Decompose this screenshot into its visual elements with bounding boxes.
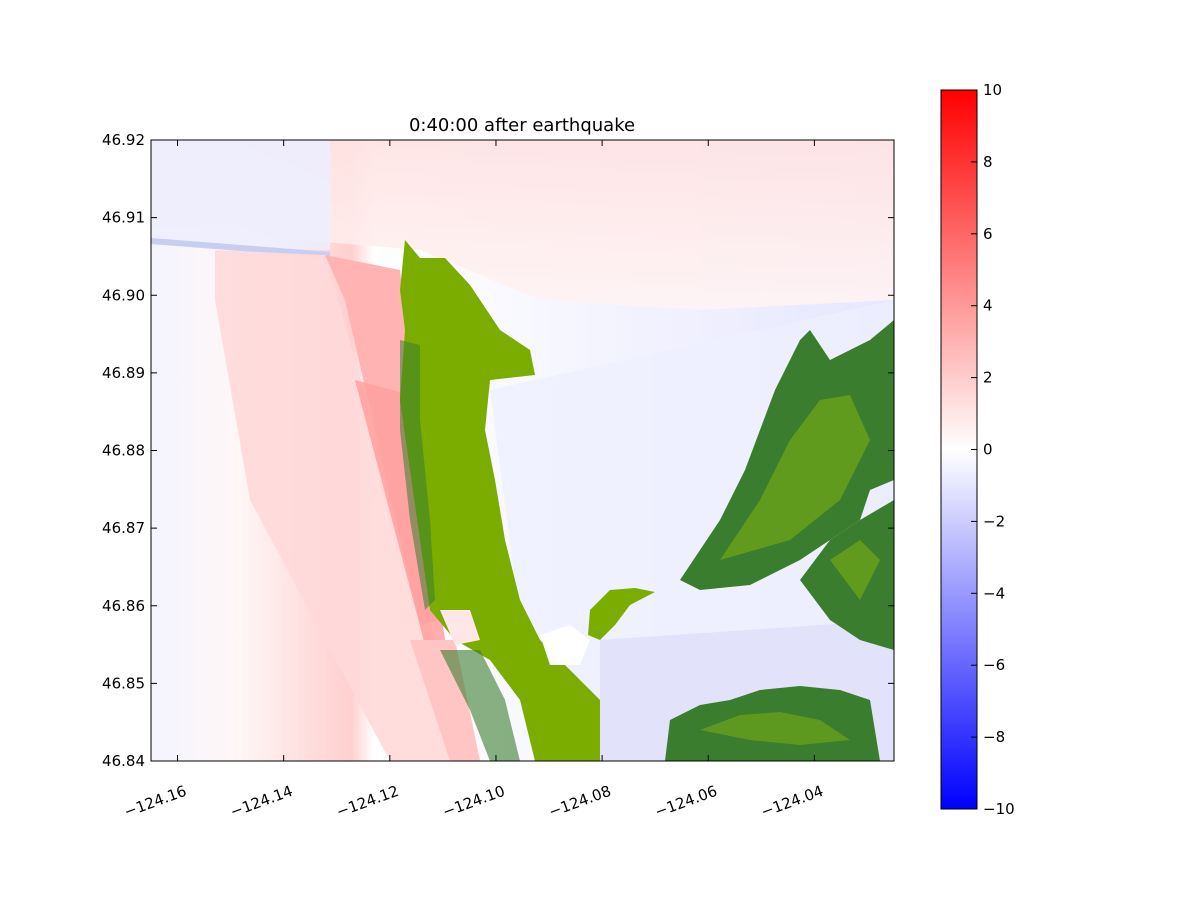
colorbar-tick-label: 8	[983, 153, 993, 171]
colorbar-tick-label: 0	[983, 441, 993, 459]
colorbar-tick-label: 4	[983, 297, 993, 315]
colorbar-tick-label: 6	[983, 225, 993, 243]
y-tick-label: 46.89	[102, 364, 145, 382]
y-tick-label: 46.86	[102, 597, 145, 615]
chart-title: 0:40:00 after earthquake	[409, 115, 635, 136]
colorbar-axis: 10 8 6 4 2 0 −2 −4 −6 −8 −10	[971, 81, 1015, 818]
colorbar-tick-label: −6	[983, 656, 1005, 674]
y-tick-label: 46.84	[102, 752, 145, 770]
x-tick-label: −124.08	[546, 782, 613, 821]
y-tick-label: 46.87	[102, 519, 145, 537]
y-tick-label: 46.90	[102, 286, 145, 304]
y-axis: 46.84 46.85 46.86 46.87 46.88 46.89 46.90 46.91…	[102, 131, 894, 770]
x-tick-label: −124.04	[758, 782, 825, 821]
colorbar-tick-label: −10	[983, 800, 1015, 818]
x-tick-label: −124.12	[334, 782, 401, 821]
y-tick-label: 46.88	[102, 442, 145, 460]
heatmap-field	[151, 140, 894, 761]
colorbar-tick-label: −8	[983, 728, 1005, 746]
y-tick-label: 46.91	[102, 209, 145, 227]
x-tick-label: −124.16	[122, 782, 189, 821]
colorbar-tick-label: 2	[983, 369, 993, 387]
colorbar-tick-label: 10	[983, 81, 1002, 99]
colorbar-tick-label: −2	[983, 512, 1005, 530]
x-tick-label: −124.14	[228, 782, 295, 821]
y-tick-label: 46.92	[102, 131, 145, 149]
x-tick-label: −124.06	[652, 782, 719, 821]
colorbar-tick-label: −4	[983, 584, 1005, 602]
y-tick-label: 46.85	[102, 674, 145, 692]
x-tick-label: −124.10	[440, 782, 507, 821]
